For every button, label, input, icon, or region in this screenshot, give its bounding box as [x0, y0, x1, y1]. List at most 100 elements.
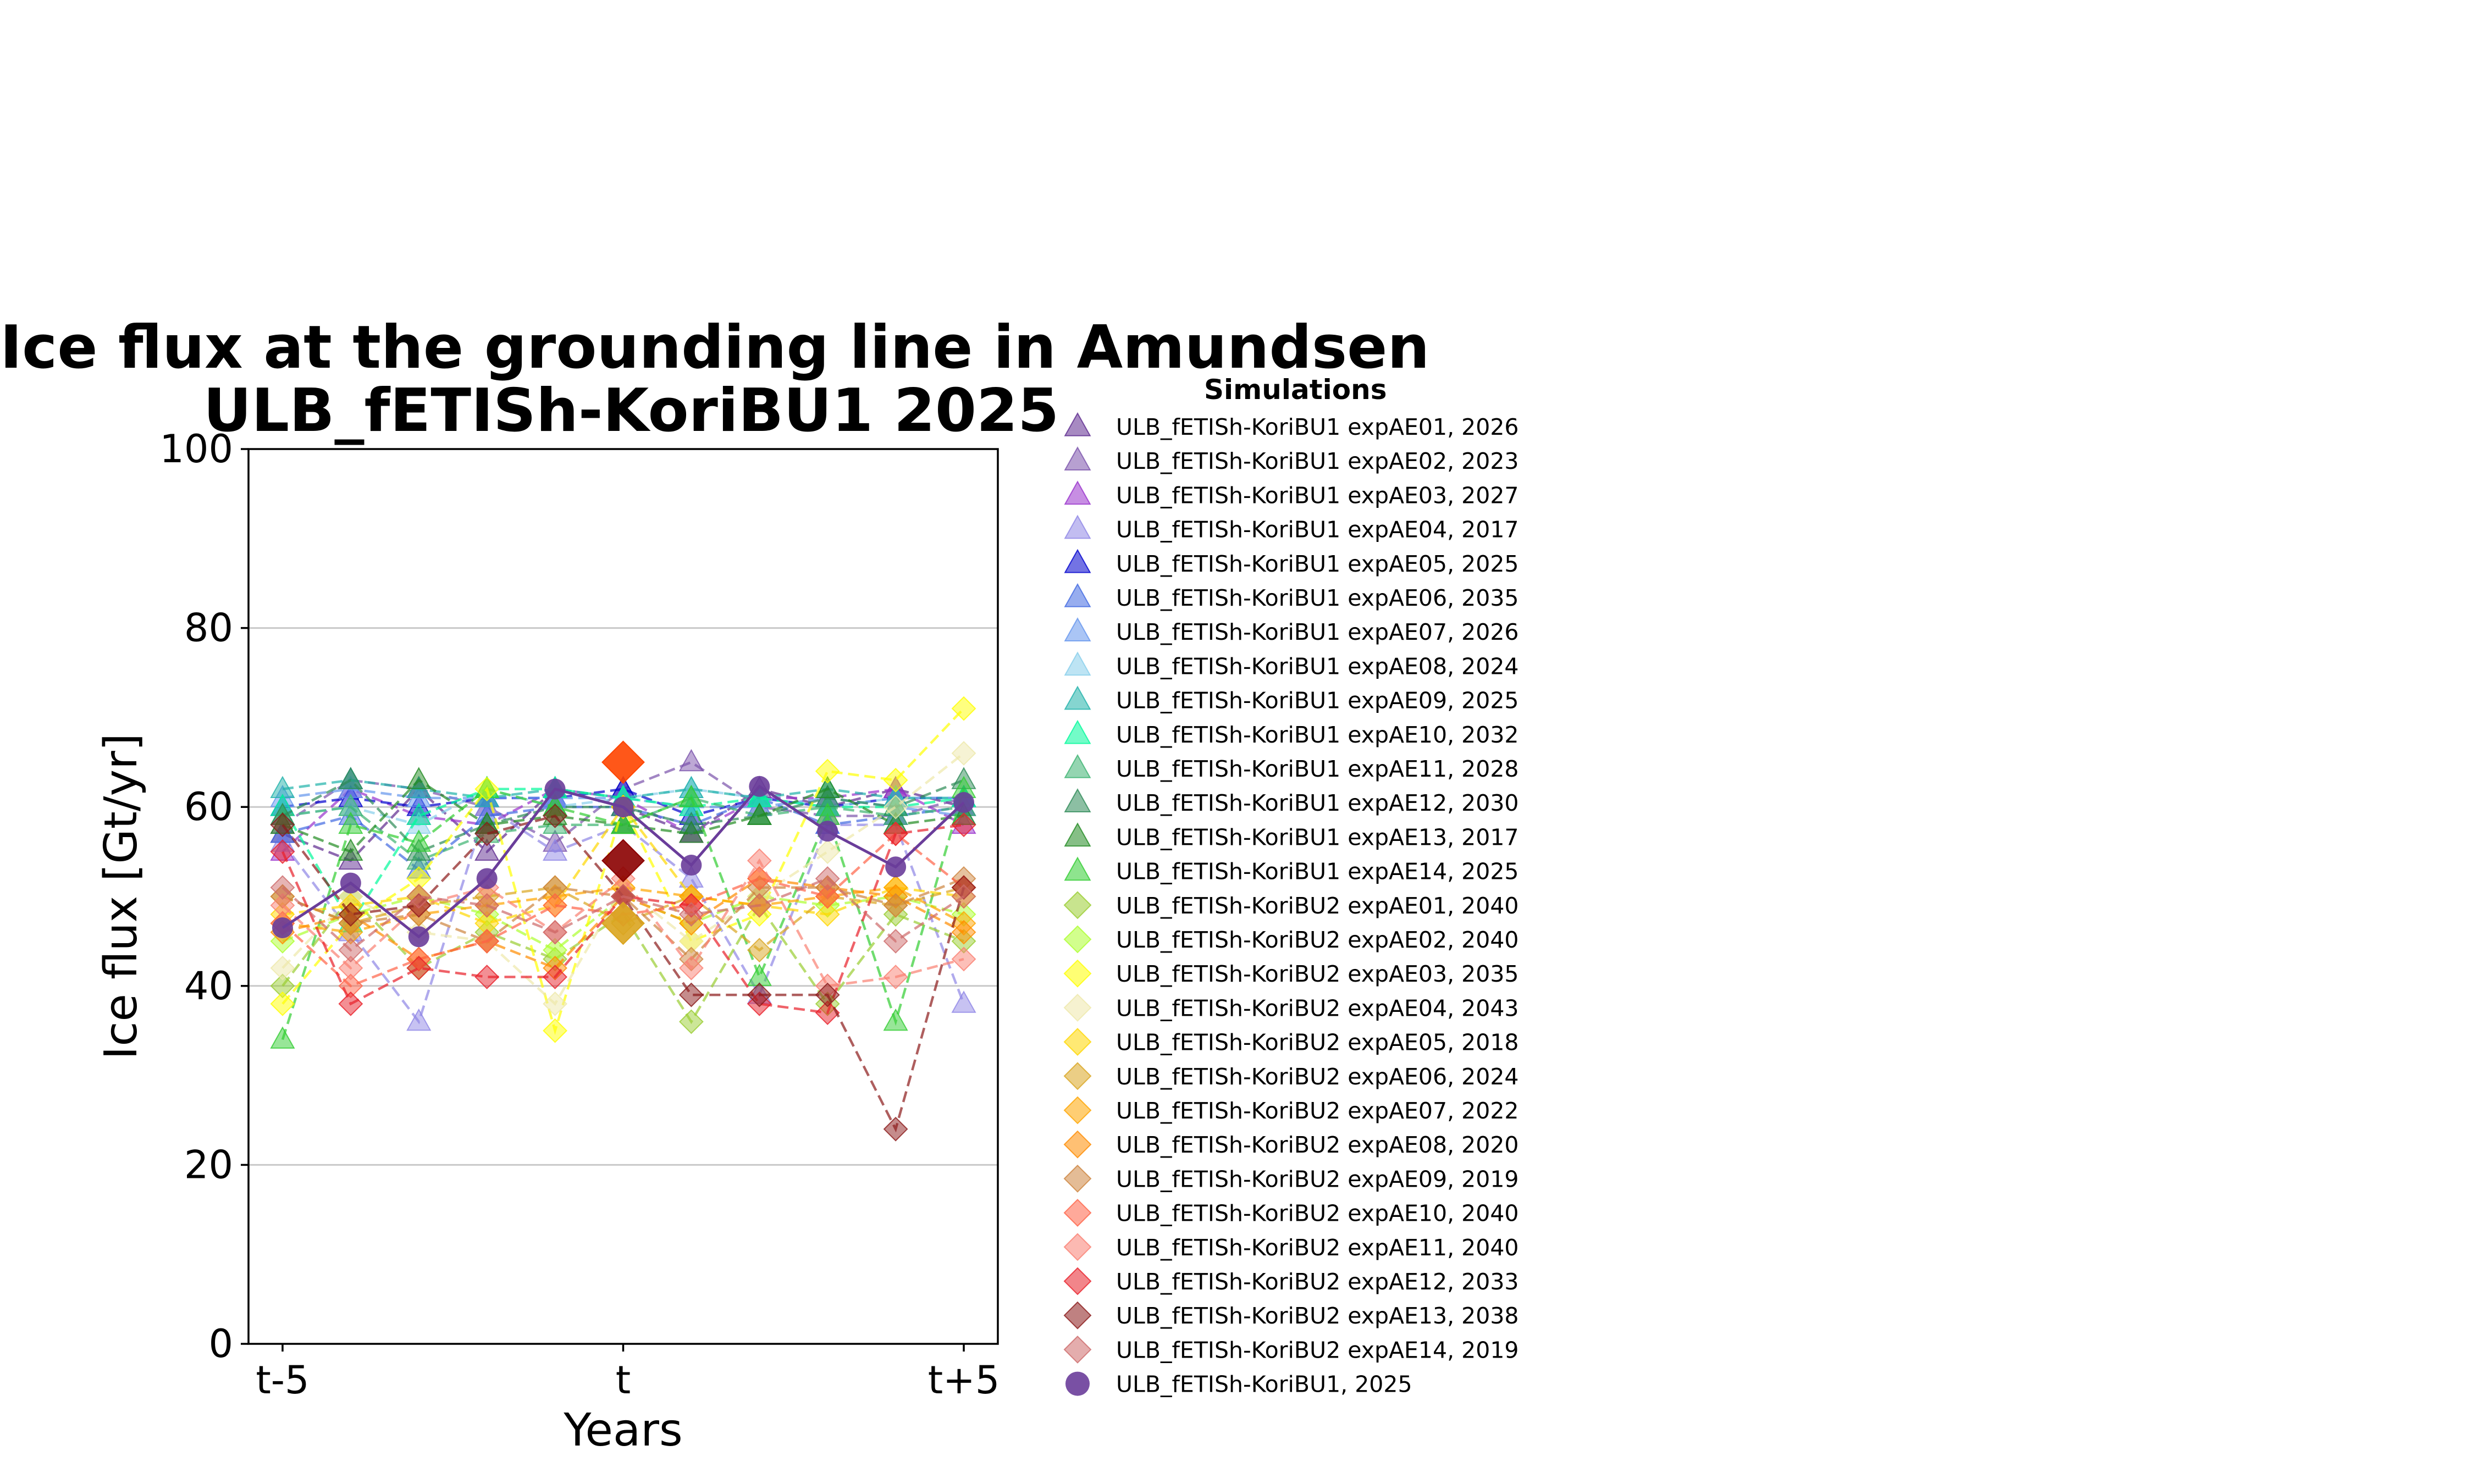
point-27-7: [678, 982, 704, 1007]
legend-label-4: ULB_fETISh-KoriBU1 expAE04, 2017: [1116, 517, 1519, 543]
y-tick-label-100: 100: [159, 427, 233, 472]
point-29-7: [681, 855, 702, 876]
point-28-5: [543, 920, 568, 945]
point-18-11: [951, 741, 976, 766]
series-28: [270, 866, 976, 963]
legend-marker-17: [1063, 959, 1092, 988]
point-29-1: [272, 917, 293, 938]
legend-label-11: ULB_fETISh-KoriBU1 expAE11, 2028: [1116, 756, 1519, 782]
point-24-4: [474, 928, 500, 954]
legend-entry-23: ULB_fETISh-KoriBU2 expAE09, 2019: [1063, 1164, 1519, 1193]
legend-label-8: ULB_fETISh-KoriBU1 expAE08, 2024: [1116, 653, 1519, 679]
point-28-1: [270, 875, 295, 900]
legend-marker-16: [1063, 925, 1092, 954]
legend-label-9: ULB_fETISh-KoriBU1 expAE09, 2025: [1116, 688, 1519, 714]
legend-label-27: ULB_fETISh-KoriBU2 expAE13, 2038: [1116, 1303, 1519, 1329]
point-27-4: [474, 821, 500, 846]
legend-entry-22: ULB_fETISh-KoriBU2 expAE08, 2020: [1063, 1130, 1519, 1159]
legend-label-19: ULB_fETISh-KoriBU2 expAE05, 2018: [1116, 1029, 1519, 1056]
point-29-5: [544, 778, 566, 800]
series-line-15: [281, 894, 964, 1025]
legend-marker-26: [1063, 1267, 1092, 1295]
series-29: [272, 776, 975, 948]
y-tick-label-40: 40: [184, 964, 233, 1009]
x-tick-label-1: t-5: [256, 1358, 309, 1403]
point-27-8: [747, 982, 772, 1007]
legend-entry-24: ULB_fETISh-KoriBU2 expAE10, 2040: [1063, 1199, 1519, 1227]
legend-entry-7: ULB_fETISh-KoriBU1 expAE07, 2026: [1064, 617, 1519, 645]
legend-entry-27: ULB_fETISh-KoriBU2 expAE13, 2038: [1063, 1301, 1519, 1330]
point-29-9: [817, 821, 838, 842]
x-axis-label: Years: [563, 1404, 682, 1457]
series-line-16: [282, 895, 964, 952]
point-1-4: [474, 838, 500, 861]
legend-entry-4: ULB_fETISh-KoriBU1 expAE04, 2017: [1064, 514, 1519, 543]
legend-entry-20: ULB_fETISh-KoriBU2 expAE06, 2024: [1063, 1062, 1519, 1090]
legend-entry-18: ULB_fETISh-KoriBU2 expAE04, 2043: [1063, 993, 1519, 1022]
legend-marker-10: [1064, 719, 1091, 744]
legend-label-18: ULB_fETISh-KoriBU2 expAE04, 2043: [1116, 995, 1519, 1021]
legend-entry-26: ULB_fETISh-KoriBU2 expAE12, 2033: [1063, 1267, 1519, 1295]
point-14-2: [338, 811, 363, 834]
legend-label-7: ULB_fETISh-KoriBU1 expAE07, 2026: [1116, 619, 1519, 645]
legend-marker-4: [1064, 514, 1091, 539]
legend-marker-12: [1064, 788, 1091, 812]
legend-marker-5: [1064, 549, 1091, 573]
axes-layer: 0 20 40 60 80 100 t-5 t t+5 Years Ice flux [Gt/yr]: [95, 427, 999, 1457]
legend-label-17: ULB_fETISh-KoriBU2 expAE03, 2035: [1116, 961, 1519, 987]
legend-entry-11: ULB_fETISh-KoriBU1 expAE11, 2028: [1064, 754, 1519, 782]
point-15-7: [678, 1009, 704, 1034]
legend-label-25: ULB_fETISh-KoriBU2 expAE11, 2040: [1116, 1234, 1519, 1261]
series-line-14: [281, 788, 965, 1040]
legend-entry-6: ULB_fETISh-KoriBU1 expAE06, 2035: [1064, 583, 1519, 611]
legend-marker-9: [1064, 685, 1091, 710]
legend-marker-13: [1064, 822, 1091, 847]
chart-title-line-2: ULB_fETISh-KoriBU1 2025: [203, 376, 1059, 445]
legend-label-1: ULB_fETISh-KoriBU1 expAE01, 2026: [1116, 414, 1519, 440]
legend-entry-17: ULB_fETISh-KoriBU2 expAE03, 2035: [1063, 959, 1519, 988]
legend-marker-20: [1063, 1062, 1092, 1090]
point-25-7: [678, 955, 704, 981]
point-10-3: [406, 802, 432, 825]
legend-entry-13: ULB_fETISh-KoriBU1 expAE13, 2017: [1064, 822, 1519, 850]
legend-label-28: ULB_fETISh-KoriBU2 expAE14, 2019: [1116, 1337, 1519, 1363]
legend-label-6: ULB_fETISh-KoriBU1 expAE06, 2035: [1116, 585, 1519, 611]
legend-label-2: ULB_fETISh-KoriBU1 expAE02, 2023: [1116, 448, 1519, 474]
point-17-5: [543, 1018, 568, 1043]
point-26-1: [270, 839, 295, 865]
legend-entry-1: ULB_fETISh-KoriBU1 expAE01, 2026: [1064, 412, 1519, 440]
legend-entry-3: ULB_fETISh-KoriBU1 expAE03, 2027: [1064, 480, 1519, 508]
point-13-3: [406, 767, 432, 789]
x-tick-label-2: t: [616, 1358, 631, 1403]
point-22-11: [951, 920, 976, 945]
legend-entry-29: ULB_fETISh-KoriBU1, 2025: [1065, 1371, 1412, 1398]
point-28-2: [338, 938, 363, 963]
legend-label-5: ULB_fETISh-KoriBU1 expAE05, 2025: [1116, 551, 1519, 577]
highlight-point-2: [601, 839, 645, 883]
point-17-10: [883, 767, 908, 793]
point-27-5: [543, 804, 568, 828]
point-17-1: [270, 991, 295, 1016]
legend-marker-14: [1064, 856, 1091, 881]
legend-marker-19: [1063, 1028, 1092, 1056]
point-17-4: [474, 777, 500, 802]
legend-marker-1: [1064, 412, 1091, 436]
legend-label-29: ULB_fETISh-KoriBU1, 2025: [1116, 1371, 1412, 1398]
point-18-1: [270, 955, 295, 981]
point-28-9: [815, 866, 840, 891]
point-27-9: [815, 982, 840, 1007]
legend-marker-2: [1064, 446, 1091, 470]
legend-label-15: ULB_fETISh-KoriBU2 expAE01, 2040: [1116, 893, 1519, 919]
legend-entry-10: ULB_fETISh-KoriBU1 expAE10, 2032: [1064, 719, 1519, 748]
point-17-11: [951, 696, 976, 721]
point-13-9: [815, 776, 840, 799]
legend-entry-9: ULB_fETISh-KoriBU1 expAE09, 2025: [1064, 685, 1519, 714]
point-18-9: [815, 839, 840, 865]
legend-marker-7: [1064, 617, 1091, 641]
point-24-9: [815, 884, 840, 909]
point-26-2: [338, 991, 363, 1016]
point-25-2: [338, 955, 363, 981]
point-24-5: [543, 893, 568, 918]
legend-entry-8: ULB_fETISh-KoriBU1 expAE08, 2024: [1064, 651, 1519, 679]
